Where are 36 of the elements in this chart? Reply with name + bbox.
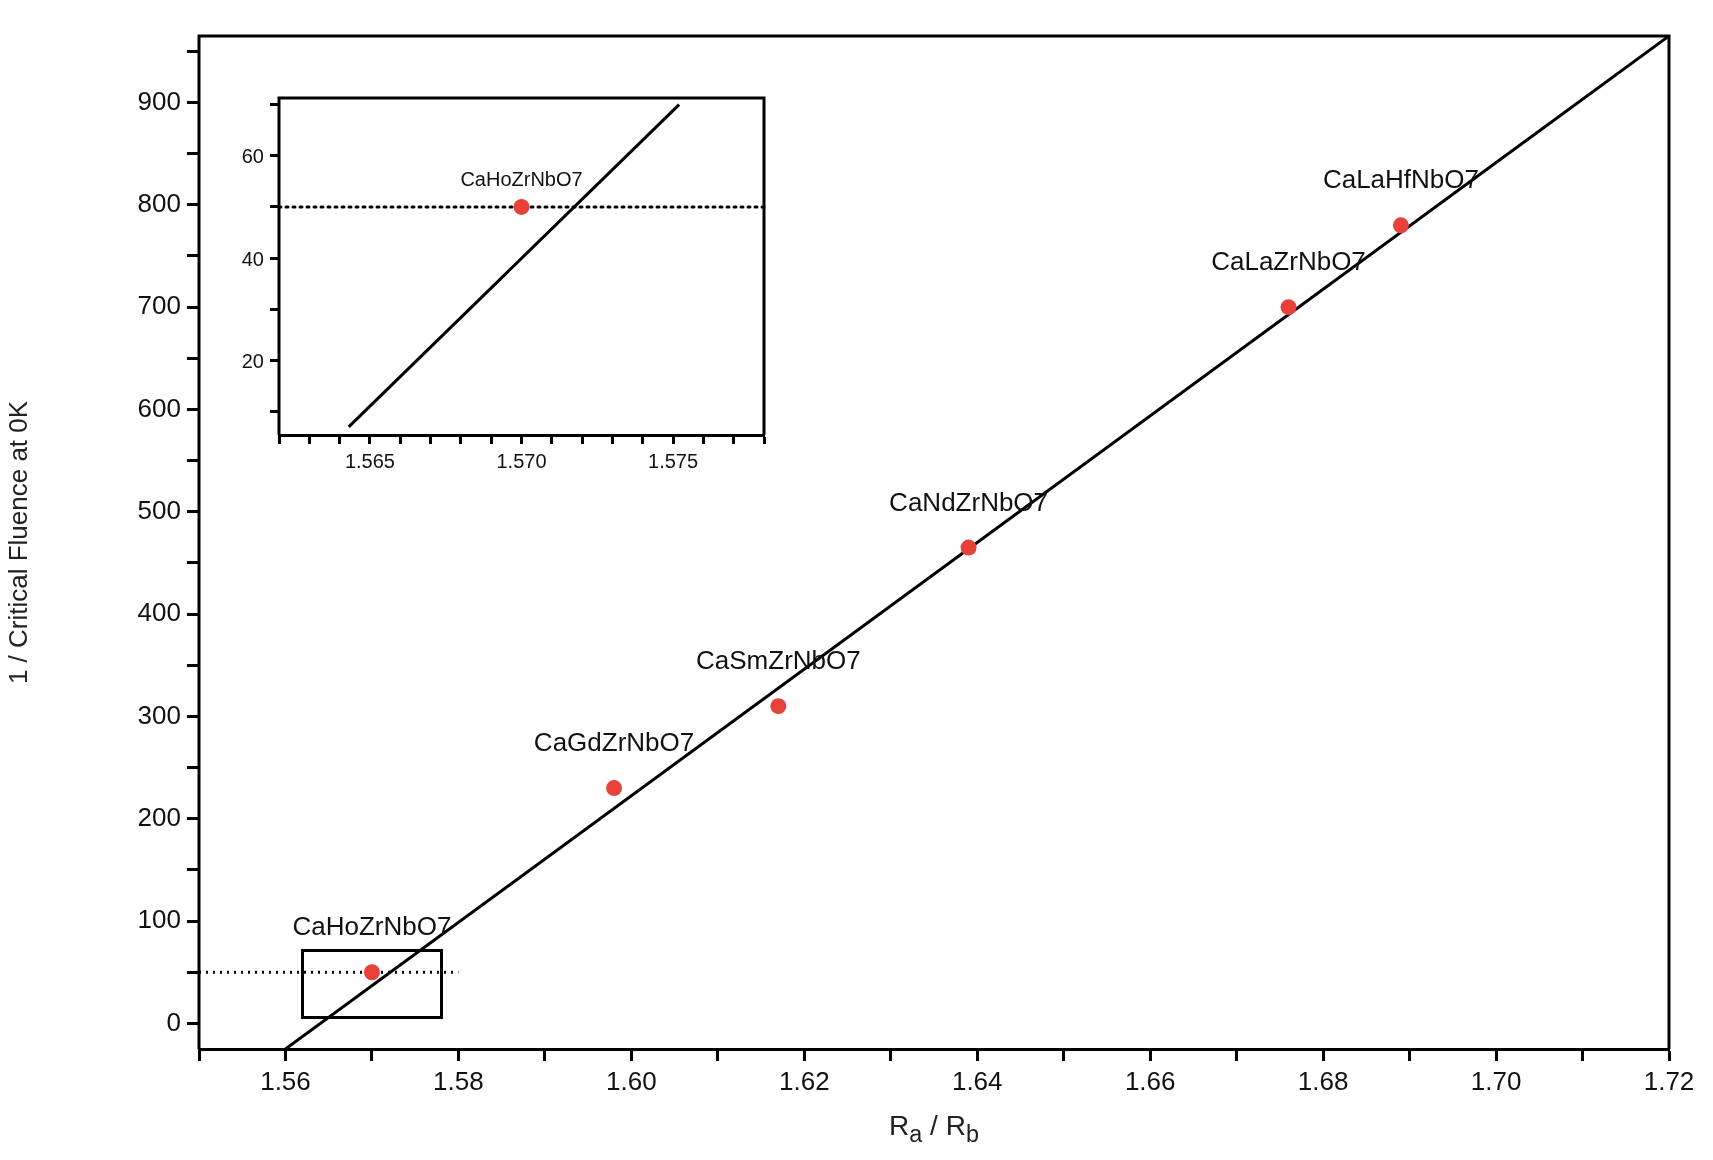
y-tick-label: 400 — [137, 597, 181, 628]
x-tick-label: 1.60 — [606, 1065, 657, 1096]
annotation: CaHoZrNbO7 — [292, 911, 452, 942]
x-tick-label: 1.66 — [1124, 1065, 1176, 1096]
x-tick-label: 1.62 — [778, 1065, 830, 1096]
y-tick-label: 700 — [137, 290, 181, 321]
y-tick-label: 500 — [137, 494, 181, 525]
x-tick-label: 1.56 — [260, 1065, 311, 1096]
point — [606, 780, 623, 797]
point — [770, 698, 787, 715]
point — [363, 964, 380, 981]
annotation: CaHoZrNbO7 — [460, 168, 583, 191]
x-tick-label: 1.64 — [951, 1065, 1003, 1096]
x-tick-label: 1.575 — [648, 449, 699, 472]
x-tick-label: 1.565 — [344, 449, 395, 472]
y-tick-label: 0 — [166, 1006, 181, 1037]
y-axis-title: 1 / Critical Fluence at 0K — [2, 400, 33, 685]
y-tick-label: 40 — [241, 247, 264, 270]
x-tick-label: 1.70 — [1470, 1065, 1522, 1096]
y-tick-label: 200 — [137, 801, 181, 832]
x-tick-label: 1.58 — [433, 1065, 484, 1096]
x-tick-label: 1.570 — [496, 449, 547, 472]
annotation: CaGdZrNbO7 — [533, 727, 695, 758]
y-tick-label: 900 — [137, 85, 181, 116]
y-tick-label: 300 — [137, 699, 181, 730]
x-tick-label: 1.72 — [1643, 1065, 1695, 1096]
point — [1392, 217, 1409, 234]
y-tick-label: 600 — [137, 392, 181, 423]
y-tick-label: 800 — [137, 188, 181, 219]
y-tick-label: 100 — [137, 904, 181, 935]
x-tick-label: 1.68 — [1297, 1065, 1349, 1096]
x-axis-title: R$_{a}$ / R$_{b}$ — [888, 1110, 980, 1148]
y-tick-label: 60 — [241, 145, 264, 168]
point — [1280, 299, 1297, 316]
y-tick-label: 20 — [241, 349, 264, 372]
point — [960, 539, 977, 556]
